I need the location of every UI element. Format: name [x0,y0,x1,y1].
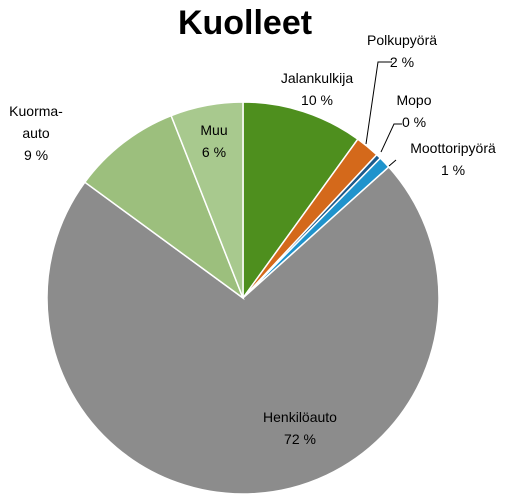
slice-label: Polkupyörä 2 % [367,29,437,73]
pie-slice [170,101,244,299]
leader-line [388,159,397,167]
slice-label: Mopo 0 % [396,89,431,133]
category-label: Polkupyörä [366,32,438,48]
value-label: 1 % [440,162,466,178]
value-label: 0 % [401,114,427,130]
category-label: Henkilöauto [263,409,337,425]
slice-label: Muu 6 % [200,119,227,163]
pie-slice [83,114,245,301]
value-label: 6 % [201,144,227,160]
pie-slice [46,165,440,495]
category-label: Moottoripyörä [410,140,496,156]
slice-label: Moottoripyörä 1 % [393,137,508,181]
value-label: 9 % [23,147,49,163]
slice-label: Henkilöauto 72 % [263,406,337,450]
value-label: 72 % [284,431,316,447]
category-label: Muu [200,122,228,138]
category-label: Mopo [396,92,432,108]
category-label: Kuorma-auto [9,103,63,141]
value-label: 10 % [301,92,333,108]
slice-label: Jalankulkija 10 % [281,67,353,111]
category-label: Jalankulkija [280,70,354,86]
slice-label: Kuorma-auto 9 % [6,100,66,166]
leader-line [365,61,392,145]
value-label: 2 % [389,54,415,70]
pie-slice [242,101,359,301]
leader-line [380,123,402,153]
chart-title: Kuolleet [177,4,313,42]
